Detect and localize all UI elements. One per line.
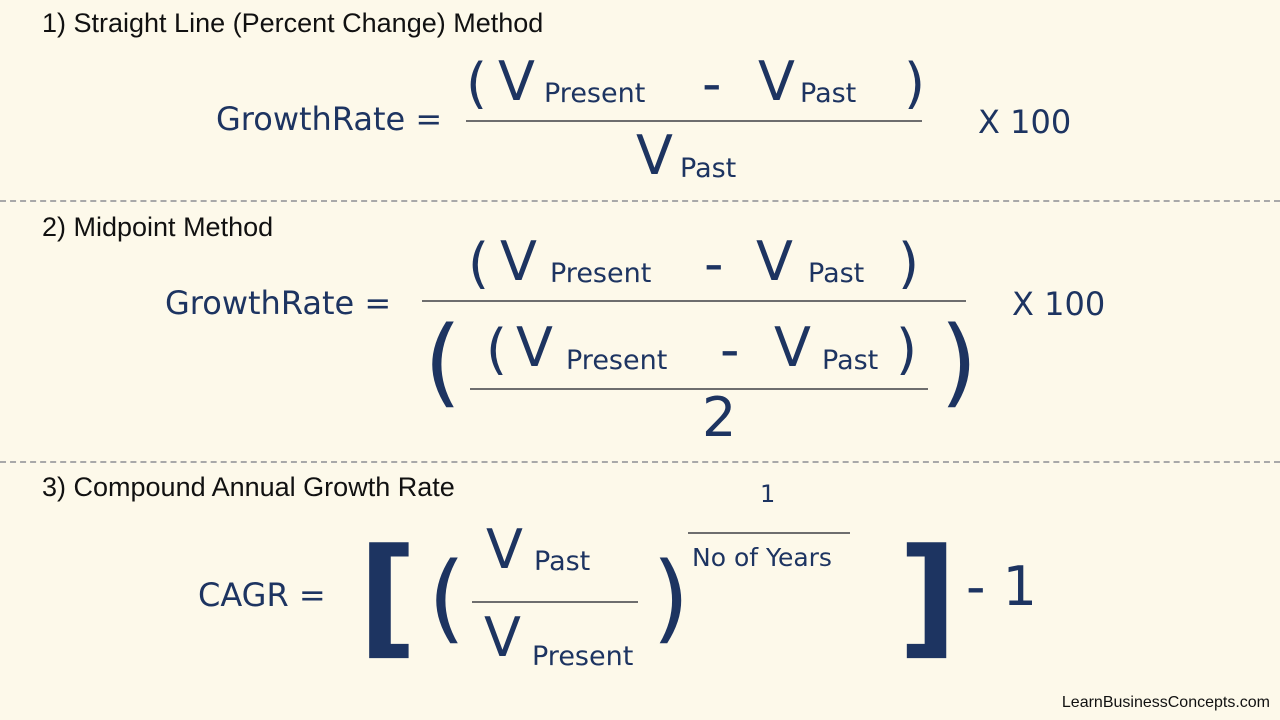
section-divider-1: [0, 200, 1280, 202]
formula2-close-paren: ): [898, 232, 920, 295]
formula2-inner-sub-present: Present: [566, 345, 668, 376]
formula3-num-sub: Past: [534, 546, 591, 577]
formula1-close-paren: ): [904, 52, 926, 115]
formula2-sub-past: Past: [808, 258, 865, 289]
formula3-den-sub: Present: [532, 641, 634, 672]
formula2-sub-present: Present: [550, 258, 652, 289]
formula1-sub-present: Present: [544, 78, 646, 109]
formula3-open-paren: (: [428, 542, 466, 654]
formula2-open-paren: (: [468, 232, 490, 295]
formula2-v-present: V: [500, 230, 537, 293]
heading-cagr: 3) Compound Annual Growth Rate: [42, 472, 455, 502]
formula1-fraction-bar: [466, 120, 922, 122]
formula2-v-past: V: [756, 230, 793, 293]
heading-midpoint-method: 2) Midpoint Method: [42, 212, 274, 242]
formula1-den-v: V: [636, 124, 673, 187]
formula1-multiplier: X 100: [978, 103, 1072, 141]
formula3-minus-one: - 1: [966, 555, 1038, 618]
formula1-den-sub: Past: [680, 153, 737, 184]
formula2-inner-fraction-bar: [470, 388, 928, 390]
formula3-fraction-bar: [472, 601, 638, 603]
formula2-inner-close-paren: ): [896, 318, 918, 381]
formula2-multiplier: X 100: [1012, 285, 1106, 323]
formula2-inner-minus: -: [720, 318, 740, 381]
formula1-minus: -: [702, 52, 722, 115]
formula3-den-v: V: [484, 606, 521, 669]
heading-straight-line-method: 1) Straight Line (Percent Change) Method: [42, 8, 544, 38]
formula3-close-paren: ): [652, 542, 690, 654]
formula2-outer-close-paren: ): [940, 306, 978, 418]
formula2-label: GrowthRate =: [165, 284, 392, 322]
formula3-label: CAGR =: [198, 576, 326, 614]
formula2-inner-v-present: V: [516, 316, 553, 379]
formula1-open-paren: (: [466, 52, 488, 115]
footer-site-credit: LearnBusinessConcepts.com: [1061, 694, 1270, 711]
formula3-exponent-bar: [688, 532, 850, 534]
formula3-num-v: V: [486, 518, 523, 581]
formula2-inner-open-paren: (: [486, 318, 508, 381]
formula3-close-bracket: ]: [898, 520, 958, 672]
formula2-minus: -: [704, 232, 724, 295]
section-divider-2: [0, 461, 1280, 463]
formula2-main-fraction-bar: [422, 300, 966, 302]
formula2-inner-v-past: V: [774, 316, 811, 379]
formula1-v-present: V: [498, 50, 535, 113]
formula3-open-bracket: [: [358, 520, 418, 672]
formula3-exponent-numerator: 1: [760, 480, 776, 508]
formula2-inner-sub-past: Past: [822, 345, 879, 376]
formula3-exponent-denominator: No of Years: [692, 543, 832, 572]
formula1-label: GrowthRate =: [216, 100, 443, 138]
formula1-v-past: V: [758, 50, 795, 113]
formula2-divisor: 2: [702, 386, 737, 449]
formula2-outer-open-paren: (: [424, 306, 462, 418]
formula1-sub-past: Past: [800, 78, 857, 109]
